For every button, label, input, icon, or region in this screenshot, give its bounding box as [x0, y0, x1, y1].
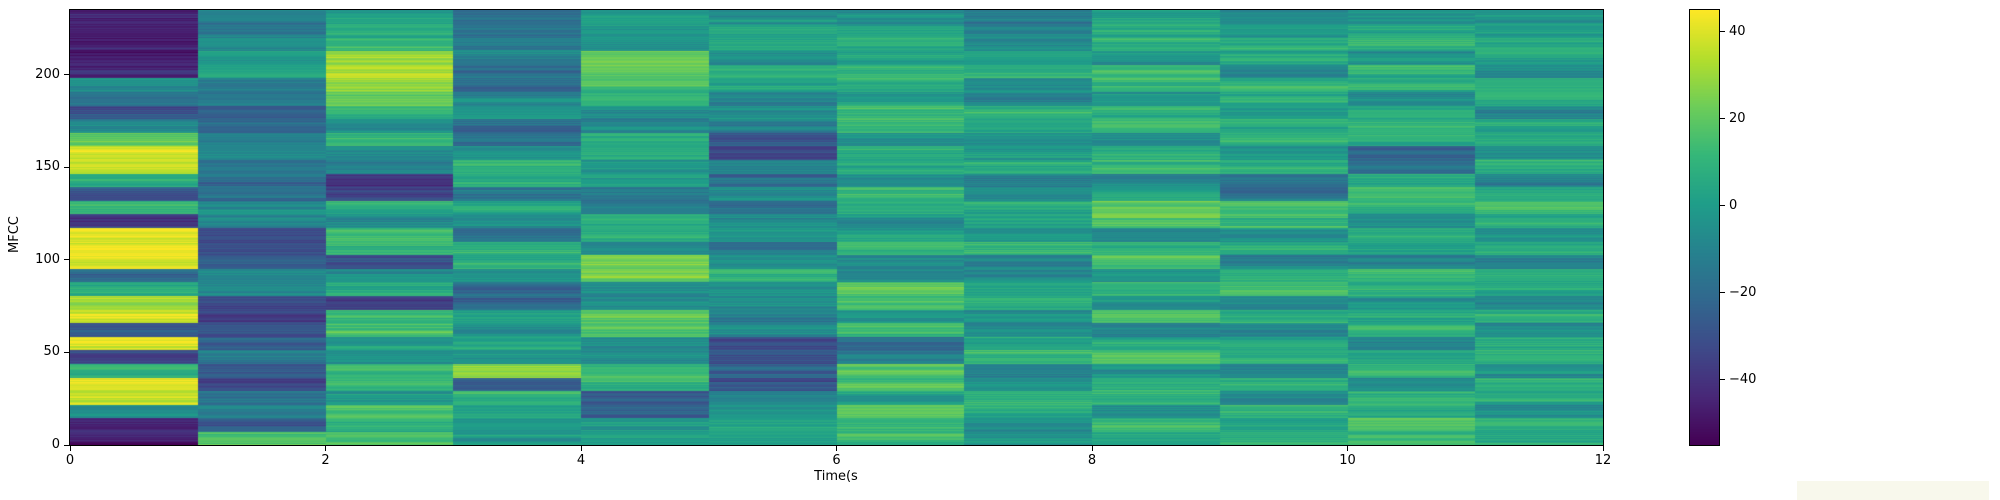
colorbar-tick-mark: [1720, 31, 1725, 33]
colorbar-tick-mark: [1720, 205, 1725, 207]
x-tick-mark: [325, 446, 326, 451]
x-tick-label: 10: [1339, 453, 1356, 468]
x-tick-mark: [1347, 446, 1348, 451]
y-tick-mark: [64, 166, 69, 168]
colorbar-tick-label: 0: [1729, 197, 1738, 213]
mfcc-heatmap-canvas: [70, 10, 1603, 445]
y-tick-mark: [64, 351, 69, 353]
colorbar-tick-label: 20: [1729, 110, 1746, 126]
y-tick-mark: [64, 444, 69, 446]
x-tick-mark: [836, 446, 837, 451]
colorbar-canvas: [1690, 10, 1719, 445]
x-tick-mark: [1602, 446, 1604, 451]
x-tick-label: 2: [321, 453, 330, 468]
bottom-right-artifact: [1797, 481, 1989, 500]
colorbar-tick-mark: [1720, 379, 1725, 381]
x-axis-label: Time(s: [814, 469, 858, 484]
y-tick-label: 100: [35, 251, 60, 267]
y-tick-mark: [64, 259, 69, 261]
colorbar-tick-mark: [1720, 292, 1725, 294]
x-tick-mark: [69, 446, 71, 451]
x-tick-mark: [1091, 446, 1093, 451]
y-tick-label: 150: [35, 159, 60, 175]
x-tick-label: 0: [65, 453, 75, 468]
x-tick-mark: [580, 446, 582, 451]
x-tick-label: 6: [832, 453, 841, 468]
x-tick-label: 8: [1087, 453, 1097, 468]
colorbar-tick-label: −40: [1729, 371, 1757, 387]
y-tick-label: 50: [43, 344, 60, 360]
x-tick-label: 12: [1594, 453, 1612, 468]
y-axis-label: MFCC: [7, 216, 22, 253]
colorbar-tick-label: 40: [1729, 23, 1746, 39]
x-tick-label: 4: [576, 453, 586, 468]
colorbar-tick-mark: [1720, 118, 1725, 120]
y-tick-label: 0: [51, 437, 60, 452]
y-tick-mark: [64, 74, 69, 76]
colorbar-tick-label: −20: [1729, 284, 1757, 300]
y-tick-label: 200: [35, 66, 60, 82]
